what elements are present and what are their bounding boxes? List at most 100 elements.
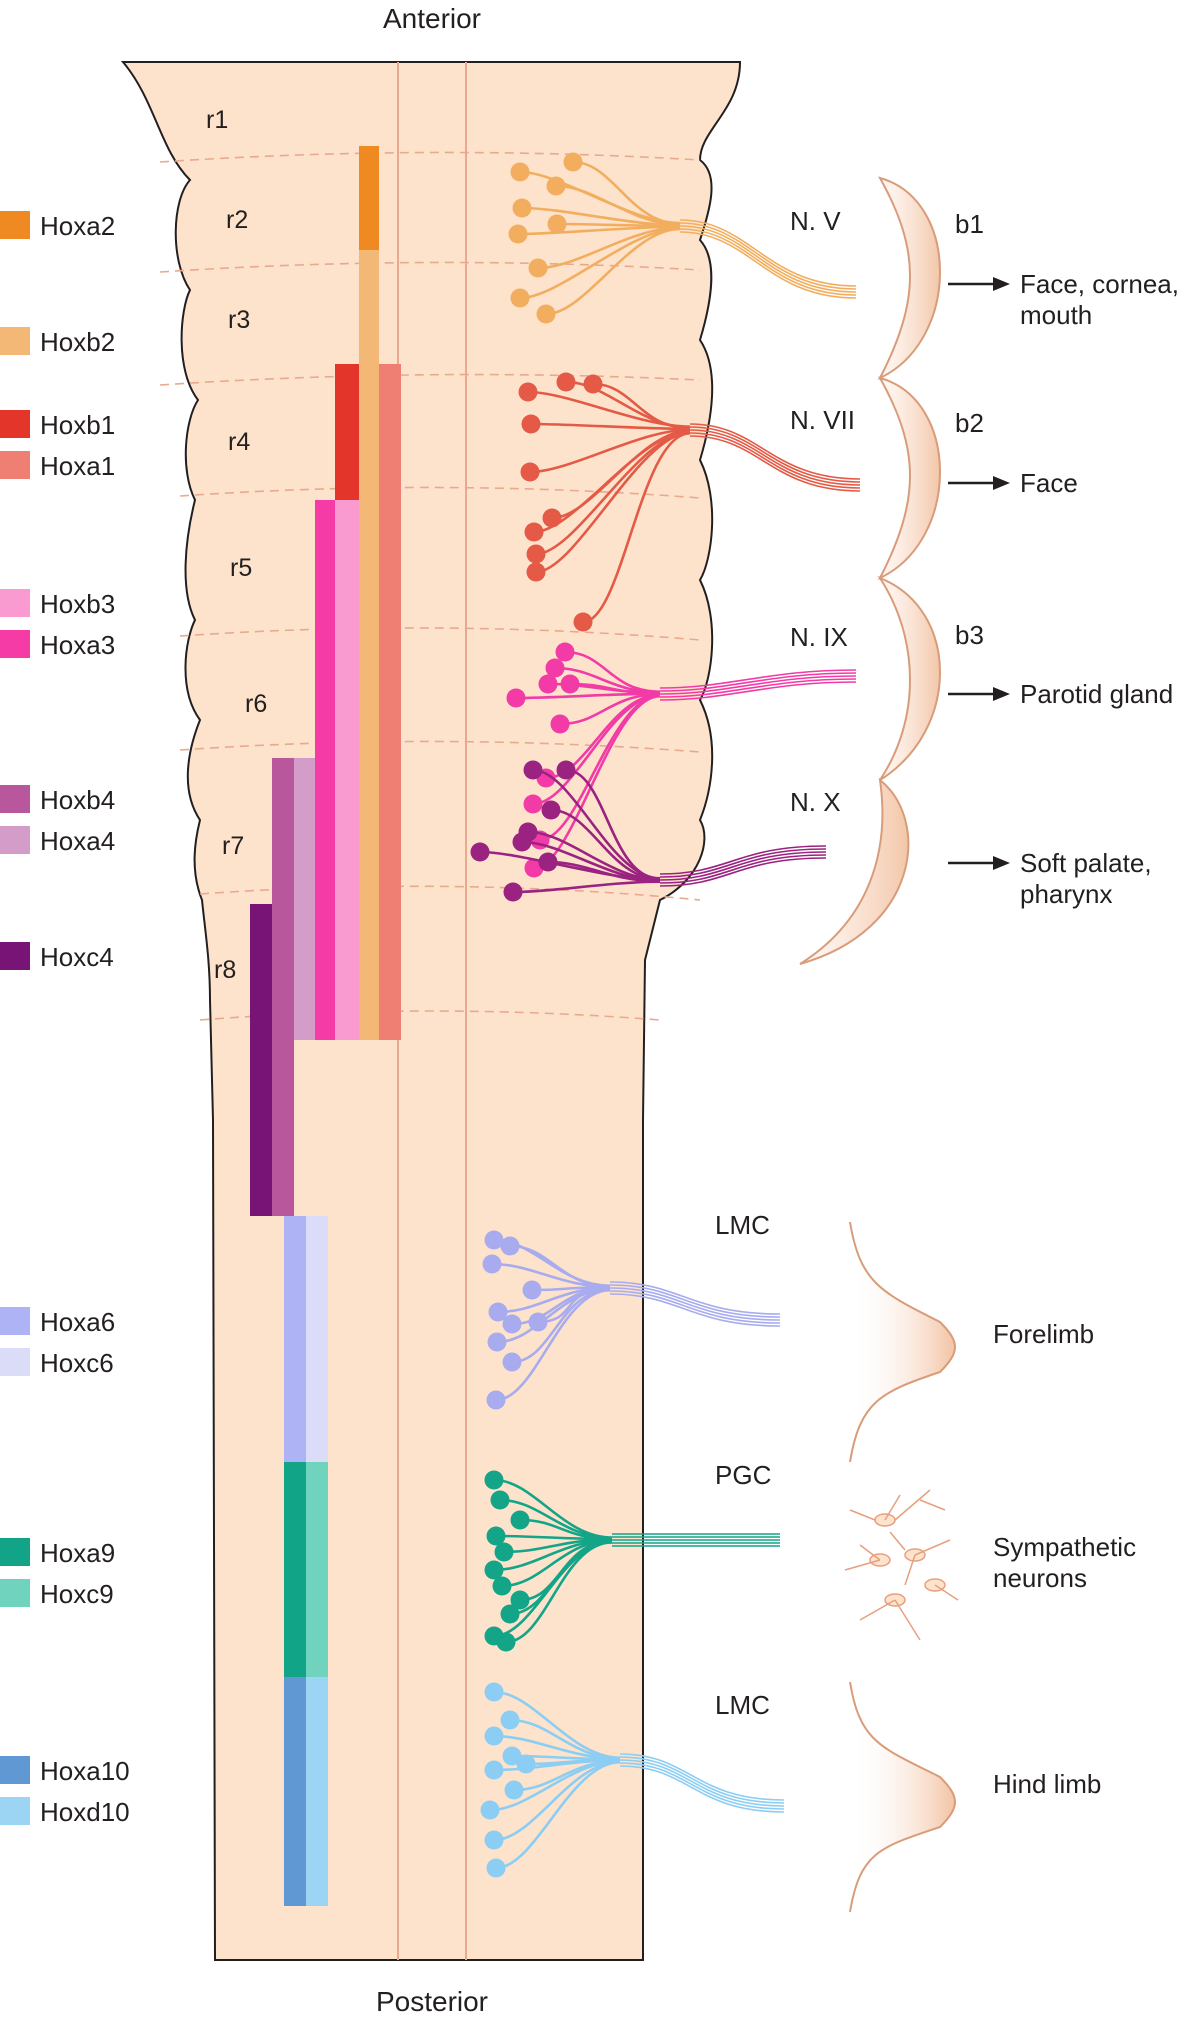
- nerve-ix-fiber: [659, 681, 857, 701]
- nerve-x-soma: [503, 882, 523, 902]
- rhombomere-boundary-7: [199, 885, 701, 901]
- arrow-head-b1: [993, 277, 1010, 291]
- hind-limb-bud: [850, 1682, 955, 1912]
- nerve-v-soma: [563, 152, 583, 172]
- spinal-lmc-hind-axon: [489, 1759, 621, 1812]
- nerve-v-soma: [536, 304, 556, 324]
- nerve-ix-soma: [550, 714, 570, 734]
- rhombomere-boundary-2: [159, 261, 701, 273]
- nerve-v-soma: [510, 162, 530, 182]
- legend-swatch-hoxb1: [0, 410, 30, 438]
- rhombomere-label-r2: r2: [226, 206, 248, 234]
- pharyngeal-arch-b4: [799, 777, 910, 965]
- pharyngeal-arch-b3: [877, 575, 941, 781]
- nerve-vii-fiber: [689, 432, 861, 489]
- arrow-head-b4: [993, 856, 1010, 870]
- spinal-lmc-fore-soma: [502, 1352, 522, 1372]
- nerve-v-soma: [510, 288, 530, 308]
- nerve-label-v: N. V: [790, 206, 841, 236]
- hox-bar-hoxb4: [272, 758, 294, 1216]
- nerve-v-soma: [508, 224, 528, 244]
- legend-swatch-hoxb4: [0, 785, 30, 813]
- legend-label-hoxa10: Hoxa10: [40, 1756, 130, 1786]
- hox-bar-hoxd10: [306, 1677, 328, 1906]
- target-symp-line1: Sympathetic: [993, 1532, 1136, 1562]
- nerve-x-axon: [547, 860, 661, 883]
- nerve-ix-soma: [555, 642, 575, 662]
- nerve-v: [508, 152, 857, 324]
- hox-bar-hoxa6: [284, 1216, 306, 1462]
- nerve-vii-fiber: [689, 429, 861, 486]
- spinal-lmc-fore-soma: [522, 1280, 542, 1300]
- nerve-v-axon: [545, 227, 681, 316]
- nerve-x-fiber: [659, 848, 827, 878]
- legend-swatch-hoxa9: [0, 1538, 30, 1566]
- legend-swatch-hoxa2: [0, 211, 30, 239]
- nerve-v-fiber: [679, 222, 857, 290]
- nerve-v-fiber: [679, 228, 857, 296]
- pharyngeal-arch-b1: [877, 176, 941, 381]
- anterior-label: Anterior: [383, 3, 481, 34]
- nerve-vii-soma: [556, 372, 576, 392]
- nerve-ix-soma: [538, 674, 558, 694]
- rhombomere-boundaries: [159, 151, 701, 1021]
- hox-bar-hoxa4: [294, 758, 315, 1040]
- target-face-cornea-mouth: Face, cornea, mouth: [1020, 269, 1186, 330]
- spinal-lmc-hind-soma: [504, 1780, 524, 1800]
- nerve-vii-soma: [520, 462, 540, 482]
- rhombomere-boundary-3: [159, 373, 701, 386]
- hox-bar-hoxb2: [359, 250, 379, 1040]
- arch-label-b2: b2: [955, 408, 984, 438]
- hox-bar-hoxa3: [315, 500, 335, 1040]
- spinal-lmc-fore-soma: [488, 1302, 508, 1322]
- nerve-v-axon: [555, 184, 681, 226]
- rhombomere-label-r6: r6: [245, 690, 267, 718]
- spinal-lmc-hind-fiber: [619, 1765, 785, 1813]
- hox-expression-bars: [250, 146, 401, 1906]
- hox-bar-hoxa9: [284, 1462, 306, 1677]
- nerve-vii-fiber: [689, 435, 861, 492]
- hox-bar-hoxc9: [306, 1462, 328, 1677]
- arrow-head-b3: [993, 687, 1010, 701]
- target-hind-limb: Hind limb: [993, 1769, 1101, 1799]
- spinal-pgc-soma: [490, 1490, 510, 1510]
- nerve-x-soma: [541, 800, 561, 820]
- nerve-ix-soma: [506, 688, 526, 708]
- arch-label-b3: b3: [955, 620, 984, 650]
- legend-swatch-hoxc4: [0, 942, 30, 970]
- legend-swatch-hoxc6: [0, 1348, 30, 1376]
- spinal-pgc-soma: [510, 1590, 530, 1610]
- spinal-label-lmc-hind: LMC: [715, 1690, 770, 1720]
- nerve-vii: [518, 372, 861, 632]
- legend-label-hoxd10: Hoxd10: [40, 1797, 130, 1827]
- spinal-lmc-fore-soma: [487, 1332, 507, 1352]
- spinal-lmc-fore-soma: [486, 1390, 506, 1410]
- legend-label-hoxc6: Hoxc6: [40, 1348, 114, 1378]
- rhombomere-label-r7: r7: [222, 832, 244, 860]
- legend-swatch-hoxa1: [0, 451, 30, 479]
- nerve-vii-fiber: [689, 426, 861, 483]
- legend-swatch-hoxc9: [0, 1579, 30, 1607]
- nerve-x-fiber: [659, 857, 827, 887]
- nerve-vii-axon: [535, 430, 691, 556]
- spinal-pgc-soma: [494, 1542, 514, 1562]
- spinal-pgc: [484, 1470, 780, 1652]
- nerve-v-fiber: [679, 219, 857, 287]
- arrows: [948, 277, 1010, 870]
- legend-label-hoxa9: Hoxa9: [40, 1538, 115, 1568]
- rhombomere-label-r8: r8: [214, 956, 236, 984]
- hind-limb-bud-outline: [849, 1681, 956, 1913]
- legend-swatch-hoxb2: [0, 327, 30, 355]
- legend-label-hoxa1: Hoxa1: [40, 451, 115, 481]
- hox-bar-hoxb1: [335, 364, 359, 500]
- nerve-ix-fiber: [659, 678, 857, 698]
- nerve-vii-soma: [526, 562, 546, 582]
- rhombomere-boundary-6: [179, 740, 701, 753]
- nerve-vii-axon: [529, 428, 691, 474]
- spinal-lmc-hind-soma: [484, 1760, 504, 1780]
- nerve-x-fiber: [659, 851, 827, 881]
- nerve-label-vii: N. VII: [790, 405, 855, 435]
- hox-bar-hoxa2: [359, 146, 379, 250]
- spinal-lmc-hind-soma: [484, 1830, 504, 1850]
- target-shapes: [799, 176, 959, 1913]
